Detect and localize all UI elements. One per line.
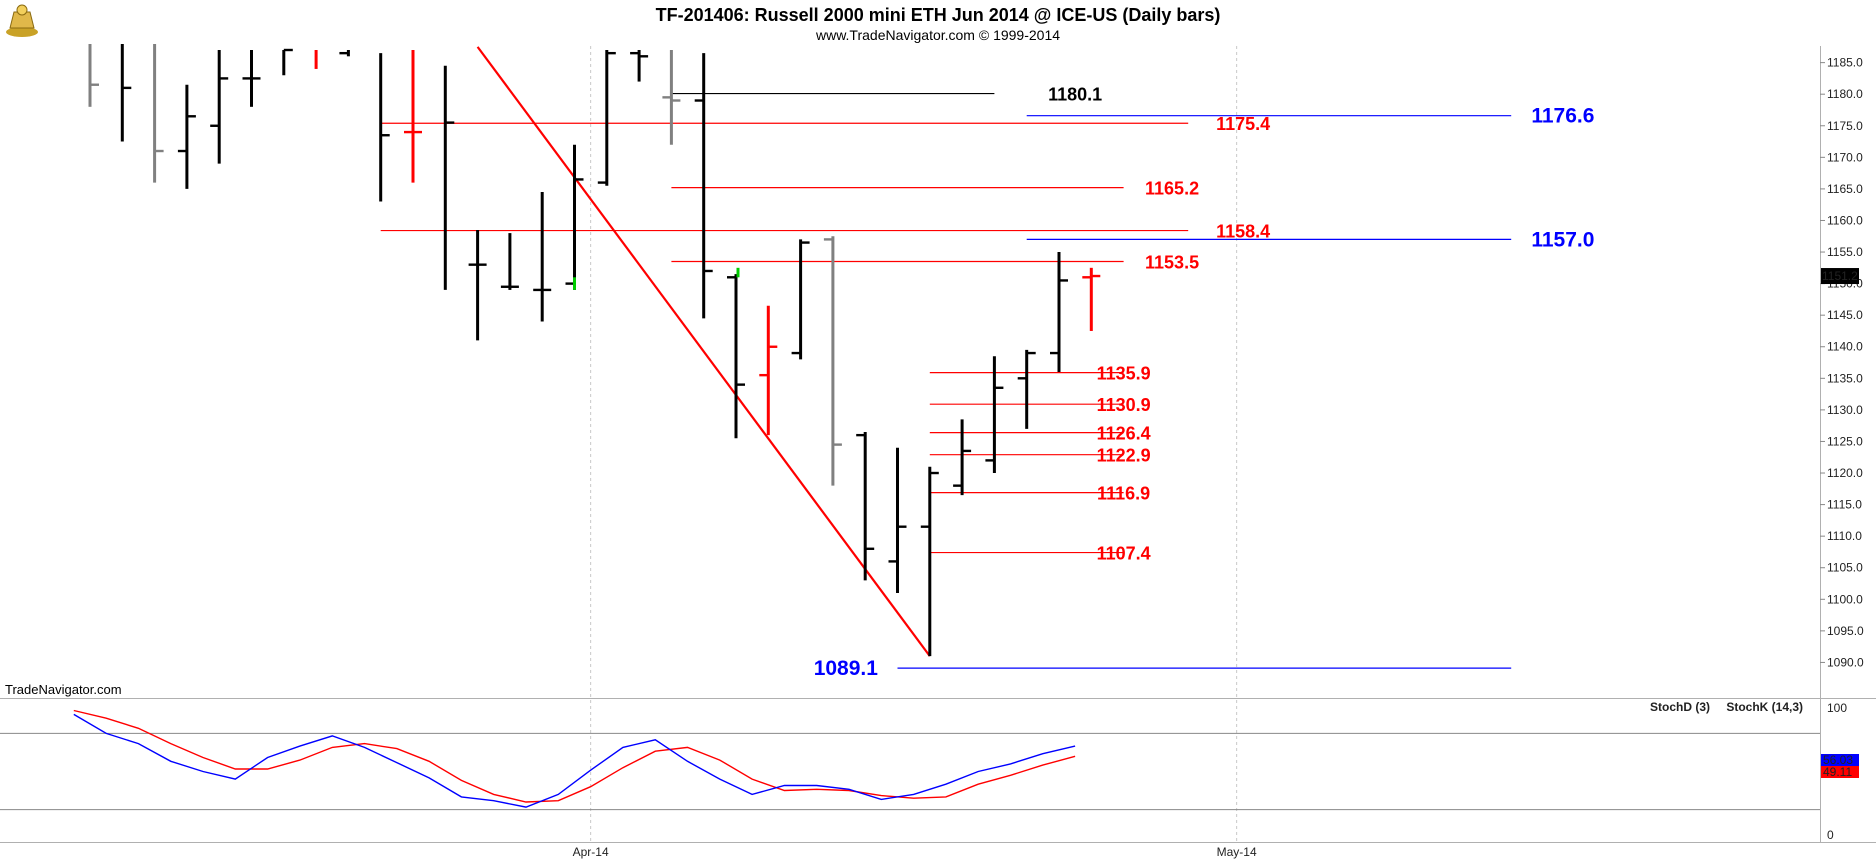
- y-tick-label: 1155.0: [1827, 245, 1863, 259]
- level-label: 1157.0: [1531, 228, 1594, 251]
- ohlc-bar: [662, 50, 681, 145]
- ohlc-bar: [823, 236, 842, 486]
- y-tick-label: 1165.0: [1827, 182, 1863, 196]
- level-label: 1153.5: [1145, 253, 1199, 273]
- ohlc-bar: [153, 44, 164, 183]
- ohlc-bar: [339, 50, 350, 57]
- y-tick-label: 1125.0: [1827, 434, 1863, 448]
- level-label: 1180.1: [1048, 85, 1102, 105]
- price-axis: 1185.0 1180.0 1175.0 1170.0 1165.0 1160.0 1155…: [1820, 56, 1864, 669]
- ohlc-bar: [120, 44, 132, 142]
- ohlc-bar: [888, 447, 907, 593]
- level-label: 1122.9: [1097, 446, 1151, 466]
- level-label: 1165.2: [1145, 179, 1199, 199]
- y-tick-label: 1120.0: [1827, 466, 1863, 480]
- ohlc-bar: [88, 44, 99, 107]
- level-label: 1089.1: [814, 657, 879, 680]
- last-price-label: 1151.2: [1822, 269, 1858, 283]
- trendline-layer: [476, 46, 931, 657]
- ohlc-bar: [953, 419, 972, 496]
- app-logo: [4, 4, 42, 38]
- level-label: 1176.6: [1531, 105, 1594, 128]
- level-label: 1116.9: [1097, 484, 1150, 504]
- stoch-k-last: 56.03: [1823, 753, 1853, 767]
- ohlc-bar: [177, 84, 196, 189]
- stochastic-panel: 100 0: [0, 701, 1847, 842]
- level-label: 1107.4: [1097, 544, 1151, 564]
- y-tick-label: 1135.0: [1827, 371, 1863, 385]
- stoch-d-last: 49.11: [1823, 765, 1852, 779]
- ohlc-bar: [791, 239, 810, 360]
- level-label: 1175.4: [1216, 114, 1270, 134]
- y-tick-label: 1170.0: [1827, 150, 1863, 164]
- ohlc-bar: [282, 48, 293, 76]
- chart-title: TF-201406: Russell 2000 mini ETH Jun 201…: [656, 5, 1221, 25]
- ohlc-bar: [985, 356, 1004, 474]
- y-tick-label: 1100.0: [1827, 592, 1863, 606]
- stoch-tick-label: 100: [1827, 701, 1847, 715]
- trendline: [476, 46, 931, 657]
- y-tick-label: 1090.0: [1827, 655, 1864, 669]
- ohlc-bar: [694, 53, 713, 319]
- ohlc-bar: [533, 192, 552, 322]
- gridlines: [590, 46, 1238, 842]
- ohlc-bar: [242, 50, 261, 107]
- ohlc-bar: [1050, 252, 1068, 372]
- y-tick-label: 1180.0: [1827, 87, 1863, 101]
- watermark: TradeNavigator.com: [5, 682, 122, 697]
- stoch-k-line: [73, 713, 1076, 808]
- ohlc-bar: [856, 431, 875, 581]
- ohlc-bar: [920, 466, 939, 657]
- y-tick-label: 1110.0: [1827, 529, 1862, 543]
- ohlc-bar: [210, 50, 229, 164]
- ohlc-bar: [727, 274, 745, 439]
- ohlc-bar: [468, 229, 487, 341]
- level-label: 1158.4: [1216, 222, 1270, 242]
- y-tick-label: 1095.0: [1827, 624, 1864, 638]
- chart-subtitle: www.TradeNavigator.com © 1999-2014: [815, 27, 1060, 43]
- level-label: 1135.9: [1097, 364, 1151, 384]
- stoch-k-marker: 56.03: [1821, 753, 1859, 767]
- ohlc-bar: [443, 65, 455, 290]
- ohlc-bars: [88, 44, 1101, 657]
- ohlc-bar: [404, 50, 422, 183]
- level-label: 1126.4: [1097, 424, 1151, 444]
- stoch-d-marker: 49.11: [1821, 765, 1859, 779]
- y-tick-label: 1175.0: [1827, 119, 1863, 133]
- stoch-d-legend: StochD (3): [1650, 700, 1710, 714]
- y-tick-label: 1185.0: [1827, 56, 1863, 70]
- stoch-d-line: [73, 709, 1076, 803]
- ohlc-bar: [1017, 349, 1036, 429]
- y-tick-label: 1160.0: [1827, 213, 1863, 227]
- ohlc-bar: [630, 50, 649, 82]
- ohlc-bar: [379, 53, 390, 202]
- x-tick-label: Apr-14: [573, 845, 609, 859]
- y-tick-label: 1140.0: [1827, 340, 1863, 354]
- last-price-marker: 1151.2: [1821, 268, 1859, 285]
- x-tick-label: May-14: [1217, 845, 1257, 859]
- y-tick-label: 1105.0: [1827, 561, 1863, 575]
- ohlc-bar: [500, 233, 519, 290]
- ohlc-bar: [759, 305, 778, 436]
- y-tick-label: 1145.0: [1827, 308, 1863, 322]
- stoch-tick-label: 0: [1827, 828, 1834, 842]
- y-tick-label: 1115.0: [1827, 498, 1862, 512]
- stoch-k-legend: StochK (14,3): [1726, 700, 1803, 714]
- ohlc-bar: [597, 50, 616, 186]
- ohlc-bar: [1082, 267, 1101, 331]
- time-axis: Apr-14 May-14: [573, 845, 1257, 859]
- price-panel: [0, 46, 1820, 698]
- y-tick-label: 1130.0: [1827, 403, 1863, 417]
- level-label: 1130.9: [1097, 395, 1151, 415]
